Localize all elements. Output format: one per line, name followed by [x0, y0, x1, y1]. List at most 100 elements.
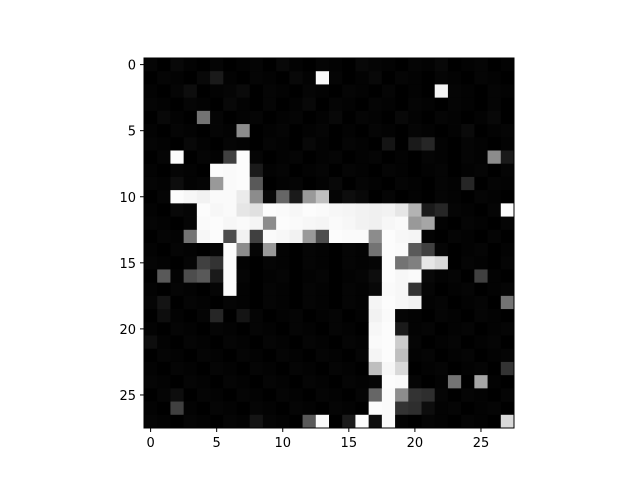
heatmap-cell	[408, 137, 422, 151]
heatmap-cell	[223, 163, 237, 178]
heatmap-cell	[144, 243, 158, 257]
heatmap-cell	[210, 295, 224, 310]
heatmap-cell	[183, 229, 198, 244]
heatmap-cell	[461, 388, 475, 402]
heatmap-cell	[461, 124, 475, 138]
heatmap-cell	[144, 71, 158, 85]
heatmap-cell	[289, 269, 303, 284]
heatmap-cell	[381, 322, 396, 336]
heatmap-cell	[262, 269, 277, 284]
heatmap-cell	[408, 176, 422, 191]
heatmap-cell	[342, 401, 356, 416]
heatmap-cell	[196, 97, 211, 112]
heatmap-cell	[421, 256, 436, 270]
heatmap-cell	[144, 137, 158, 151]
heatmap-cell	[487, 401, 502, 416]
heatmap-cell	[395, 110, 409, 125]
heatmap-cell	[381, 309, 396, 323]
heatmap-cell	[395, 388, 409, 402]
heatmap-cell	[183, 243, 198, 257]
heatmap-cell	[183, 269, 198, 284]
heatmap-cell	[262, 348, 277, 363]
heatmap-cell	[223, 176, 237, 191]
heatmap-cell	[421, 163, 436, 178]
heatmap-cell	[500, 361, 515, 376]
heatmap-cell	[196, 388, 211, 402]
heatmap-cell	[144, 124, 158, 138]
heatmap-cell	[289, 375, 303, 389]
heatmap-cell	[302, 163, 317, 178]
heatmap-cell	[474, 335, 488, 350]
heatmap-cell	[381, 190, 396, 204]
heatmap-cell	[487, 110, 502, 125]
heatmap-cell	[236, 401, 251, 416]
heatmap-cell	[421, 229, 436, 244]
heatmap-cell	[236, 110, 251, 125]
heatmap-cell	[500, 243, 515, 257]
heatmap-cell	[381, 97, 396, 112]
heatmap-cell	[500, 414, 515, 429]
heatmap-cell	[223, 71, 237, 85]
heatmap-cell	[289, 322, 303, 336]
heatmap-cell	[249, 229, 264, 244]
heatmap-cell	[170, 84, 185, 99]
heatmap-cell	[236, 322, 251, 336]
heatmap-cell	[196, 309, 211, 323]
heatmap-cell	[276, 190, 290, 204]
heatmap-cell	[329, 229, 343, 244]
heatmap-cell	[170, 163, 185, 178]
heatmap-cell	[262, 361, 277, 376]
heatmap-cell	[355, 124, 370, 138]
x-tick-label: 25	[473, 436, 490, 451]
heatmap-cell	[381, 84, 396, 99]
heatmap-cell	[144, 97, 158, 112]
heatmap-cell	[381, 110, 396, 125]
heatmap-cell	[144, 190, 158, 204]
heatmap-cell	[302, 401, 317, 416]
heatmap-cell	[355, 375, 370, 389]
heatmap-cell	[289, 124, 303, 138]
heatmap-cell	[196, 71, 211, 85]
heatmap-cell	[342, 309, 356, 323]
heatmap-cell	[381, 256, 396, 270]
heatmap-cell	[210, 361, 224, 376]
heatmap-cell	[196, 348, 211, 363]
heatmap-cell	[144, 282, 158, 297]
heatmap-cell	[183, 216, 198, 231]
heatmap-cell	[434, 176, 449, 191]
heatmap-cell	[262, 163, 277, 178]
heatmap-cell	[342, 243, 356, 257]
heatmap-cell	[355, 203, 370, 217]
heatmap-cell	[170, 58, 185, 72]
heatmap-cell	[434, 84, 449, 99]
heatmap-cell	[276, 110, 290, 125]
heatmap-cell	[329, 110, 343, 125]
heatmap-cell	[157, 150, 171, 165]
heatmap-cell	[461, 216, 475, 231]
heatmap-cell	[262, 216, 277, 231]
heatmap-cell	[262, 243, 277, 257]
heatmap-cell	[262, 375, 277, 389]
heatmap-cell	[236, 163, 251, 178]
heatmap-cell	[236, 190, 251, 204]
heatmap-cell	[434, 256, 449, 270]
heatmap-cell	[342, 335, 356, 350]
heatmap-cell	[461, 282, 475, 297]
heatmap-cell	[236, 71, 251, 85]
heatmap-cell	[500, 375, 515, 389]
heatmap-cell	[315, 375, 330, 389]
heatmap-cell	[474, 388, 488, 402]
heatmap-cell	[487, 97, 502, 112]
heatmap-cell	[157, 84, 171, 99]
heatmap-cell	[262, 401, 277, 416]
heatmap-cell	[262, 256, 277, 270]
heatmap-cell	[157, 124, 171, 138]
heatmap-cell	[342, 216, 356, 231]
heatmap-cell	[500, 322, 515, 336]
heatmap-cell	[342, 150, 356, 165]
heatmap-cell	[395, 243, 409, 257]
heatmap-cell	[262, 137, 277, 151]
heatmap-cell	[408, 71, 422, 85]
heatmap-cell	[249, 176, 264, 191]
heatmap-cell	[368, 282, 383, 297]
